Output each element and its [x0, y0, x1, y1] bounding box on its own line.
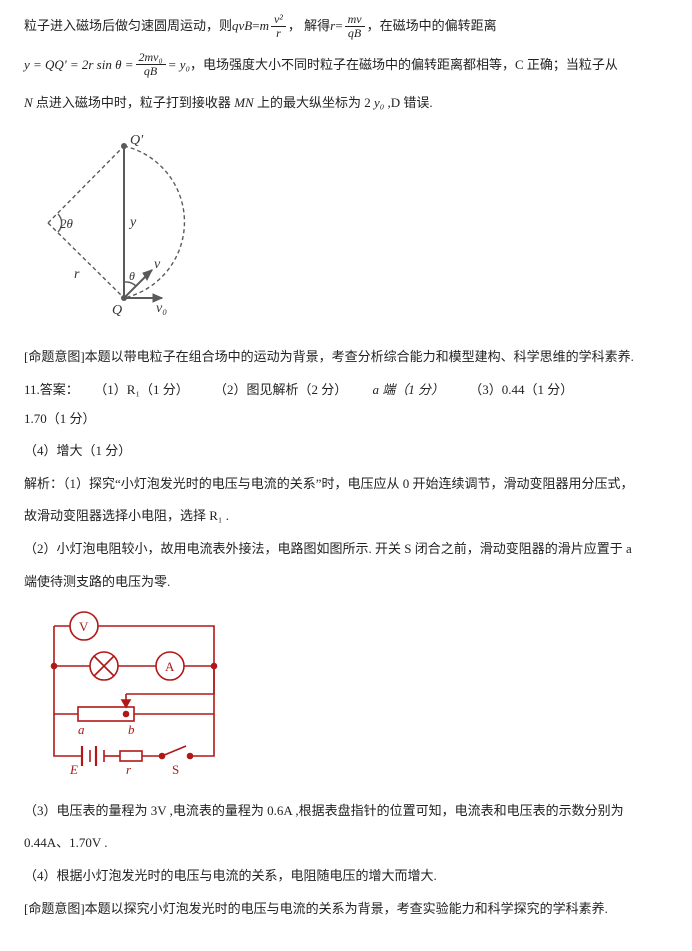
formula: y = QQ' = 2r sin θ = — [24, 51, 134, 80]
label-e: E — [69, 762, 78, 776]
denominator: r — [271, 27, 286, 40]
paragraph-2: y = QQ' = 2r sin θ = 2mv₀ qB = y₀ ，电场强度大… — [24, 51, 668, 80]
paragraph-3: N 点进入磁场中时，粒子打到接收器 MN 上的最大纵坐标为 2 y₀ ,D 错误… — [24, 89, 668, 118]
var: MN — [234, 95, 254, 110]
answer-3b: （3）0.44（1 分） — [469, 382, 573, 397]
explain-2a: （2）小灯泡电阻较小，故用电流表外接法，电路图如图所示. 开关 S 闭合之前，滑… — [24, 535, 668, 564]
text: 点进入磁场中时，粒子打到接收器 — [36, 95, 234, 110]
label-ammeter: A — [165, 659, 175, 674]
circuit-diagram: V A a b E r S — [34, 606, 668, 787]
label-r: r — [74, 267, 80, 282]
intent-1: [命题意图]本题以带电粒子在组合场中的运动为背景，考查分析综合能力和模型建构、科… — [24, 343, 668, 372]
numerator: mv — [345, 13, 365, 27]
intent-2: [命题意图]本题以探究小灯泡发光时的电压与电流的关系为背景，考查实验能力和科学探… — [24, 895, 668, 924]
label-theta: θ — [129, 269, 135, 283]
text: ,D 错误. — [388, 95, 433, 110]
label-q-prime: Q' — [130, 133, 144, 148]
explain-2b: 端使待测支路的电压为零. — [24, 568, 668, 597]
answer-prefix: 11.答案： — [24, 382, 79, 397]
label-s: S — [172, 762, 179, 776]
var: = y₀ — [168, 51, 190, 80]
explain-3a: （3）电压表的量程为 3V ,电流表的量程为 0.6A ,根据表盘指针的位置可知… — [24, 797, 668, 826]
answer-4: （4）增大（1 分） — [24, 437, 668, 466]
explain-4: （4）根据小灯泡发光时的电压与电流的关系，电阻随电压的增大而增大. — [24, 862, 668, 891]
answer-3a: a 端（1 分） — [373, 382, 445, 397]
numerator: v² — [271, 13, 286, 27]
var: m — [260, 12, 269, 41]
label-q: Q — [112, 303, 122, 318]
text: 上的最大纵坐标为 2 — [257, 95, 371, 110]
explain-1a: 解析：（1）探究“小灯泡发光时的电压与电流的关系”时，电压应从 0 开始连续调节… — [24, 470, 668, 499]
denominator: qB — [345, 27, 365, 40]
numerator: 2mv₀ — [136, 51, 166, 65]
text: ，电场强度大小不同时粒子在磁场中的偏转距离都相等，C 正确；当粒子从 — [190, 51, 618, 80]
eq: = — [335, 12, 342, 41]
explain-3b: 0.44A、1.70V . — [24, 829, 668, 858]
circuit-svg: V A a b E r S — [34, 606, 254, 776]
var: N — [24, 95, 33, 110]
denominator: qB — [136, 65, 166, 78]
label-y: y — [128, 215, 137, 230]
label-v: v — [154, 257, 161, 272]
answer-2: （2）图见解析（2 分） — [214, 382, 347, 397]
diagram-svg: Q' Q y r 2θ θ v v₀ — [34, 128, 194, 323]
var: qvB — [232, 12, 252, 41]
text: ，在磁场中的偏转距离 — [367, 12, 497, 41]
answer-line-11: 11.答案： （1）R₁（1 分） （2）图见解析（2 分） a 端（1 分） （… — [24, 376, 668, 433]
label-2theta: 2θ — [60, 216, 74, 231]
eq: = — [252, 12, 259, 41]
label-a: a — [78, 722, 85, 737]
explain-1b: 故滑动变阻器选择小电阻，选择 R₁ . — [24, 502, 668, 531]
text: ， 解得 — [288, 12, 330, 41]
fraction: 2mv₀ qB — [136, 51, 166, 78]
fraction: v² r — [271, 13, 286, 40]
label-r-internal: r — [126, 762, 132, 776]
answer-1: （1）R₁（1 分） — [101, 382, 189, 397]
physics-diagram: Q' Q y r 2θ θ v v₀ — [34, 128, 668, 334]
text: 粒子进入磁场后做匀速圆周运动，则 — [24, 12, 232, 41]
paragraph-1: 粒子进入磁场后做匀速圆周运动，则 qvB = m v² r ， 解得 r = m… — [24, 12, 668, 41]
label-v0: v₀ — [156, 301, 167, 316]
answer-3c: 1.70（1 分） — [24, 411, 96, 426]
var: y₀ — [374, 95, 384, 110]
label-b: b — [128, 722, 135, 737]
label-voltmeter: V — [79, 619, 89, 634]
fraction: mv qB — [345, 13, 365, 40]
